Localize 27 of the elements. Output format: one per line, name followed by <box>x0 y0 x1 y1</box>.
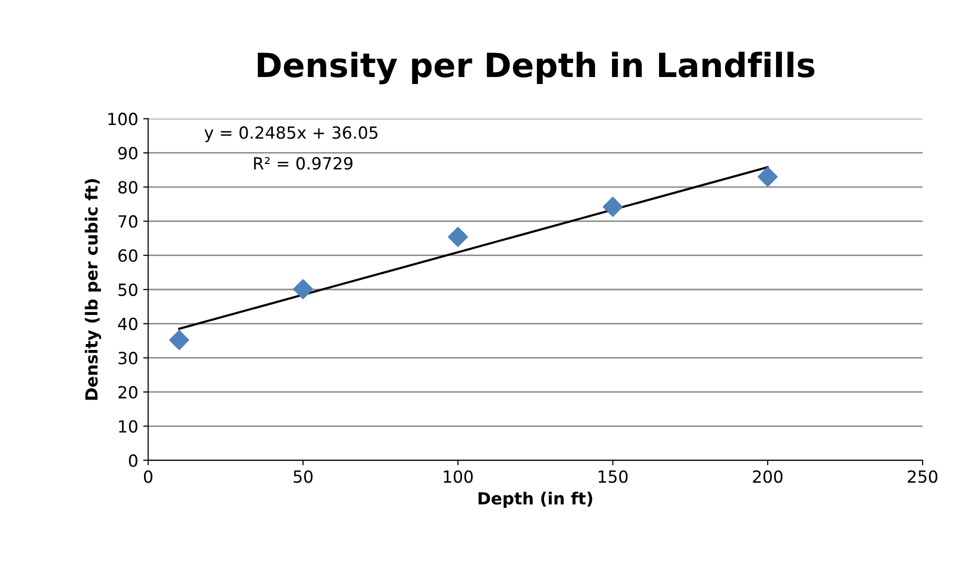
y-tick-label: 80 <box>118 180 138 194</box>
point <box>758 166 778 187</box>
x-tick-label: 250 <box>908 470 938 483</box>
y-tick-label: 20 <box>118 386 138 399</box>
y-tick-label: 70 <box>118 215 138 228</box>
y-tick-label: 0 <box>128 454 138 467</box>
x-tick-label: 150 <box>598 470 628 483</box>
x-tick-label: 50 <box>294 470 313 483</box>
point <box>448 226 468 247</box>
x-tick-label: 0 <box>144 470 152 483</box>
chart-title: Density per Depth in Landfills <box>258 52 814 84</box>
annotation: R² = 0.9729 <box>254 157 352 170</box>
x-tick-label: 200 <box>752 470 782 483</box>
y-tick-label: 100 <box>108 112 138 126</box>
annotation: y = 0.2485x + 36.05 <box>204 126 378 142</box>
x-axis-title: Depth (in ft) <box>478 492 592 508</box>
y-tick-label: 30 <box>118 352 138 364</box>
point <box>602 196 623 217</box>
y-tick-label: 40 <box>118 318 138 330</box>
y-axis-title: Density (lb per cubic ft) <box>84 179 102 400</box>
point <box>293 279 314 300</box>
point <box>169 330 190 350</box>
y-tick-label: 60 <box>118 249 138 262</box>
y-tick-label: 50 <box>118 283 138 296</box>
x-tick-label: 100 <box>444 470 473 483</box>
y-tick-label: 10 <box>119 420 138 433</box>
y-tick-label: 90 <box>118 146 138 160</box>
